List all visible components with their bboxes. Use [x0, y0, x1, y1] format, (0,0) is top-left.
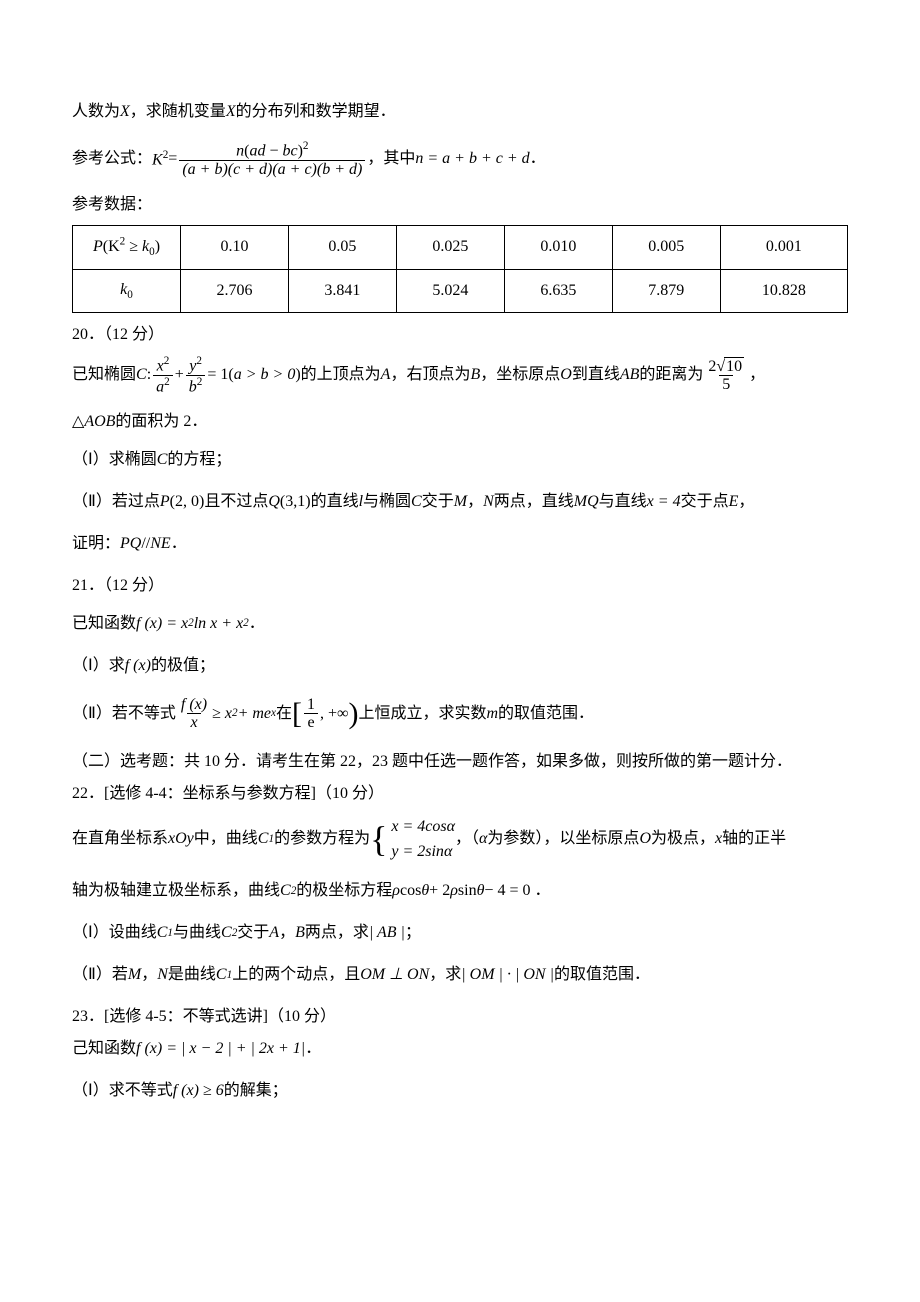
table-row: k0 2.706 3.841 5.024 6.635 7.879 10.828	[73, 269, 848, 312]
q21-part1: （Ⅰ）求 f (x) 的极值；	[72, 654, 848, 678]
header-cell: k0	[73, 269, 181, 312]
label: 参考公式：	[72, 147, 152, 171]
t: 人数为	[72, 100, 120, 124]
q21-header: 21．（12 分）	[72, 574, 848, 598]
q23-header: 23．[选修 4-5：不等式选讲]（10 分）	[72, 1005, 848, 1029]
cell: 0.001	[720, 225, 847, 269]
k2-fraction: n(ad − bc)2 (a + b)(c + d)(a + c)(b + d)	[179, 140, 365, 179]
q22-line1: 在直角坐标系 xOy 中，曲线 C1 的参数方程为 { x = 4cosα y …	[72, 814, 848, 865]
q22-line2: 轴为极轴建立极坐标系，曲线 C2 的极坐标方程 ρcosθ + 2ρsinθ −…	[72, 879, 848, 903]
q20-header: 20．（12 分）	[72, 323, 848, 347]
t: ，求随机变量	[130, 100, 226, 124]
bracket-right-icon: )	[348, 699, 358, 729]
header-cell: P(K2 ≥ k0)	[73, 225, 181, 269]
q21-part2: （Ⅱ）若不等式 f (x) x ≥ x2 + mex 在 [ 1 e , +∞ …	[72, 696, 848, 732]
eq: =	[168, 147, 177, 171]
frac-x2a2: x2 a2	[153, 355, 173, 396]
v: X	[120, 100, 130, 124]
table-row: P(K2 ≥ k0) 0.10 0.05 0.025 0.010 0.005 0…	[73, 225, 848, 269]
where: ，其中	[367, 147, 415, 171]
q22-header: 22．[选修 4-4：坐标系与参数方程]（10 分）	[72, 782, 848, 806]
cell: 7.879	[612, 269, 720, 312]
q22-part2: （Ⅱ）若 M ，N 是曲线 C1 上的两个动点，且 OM ⊥ ON ，求 | O…	[72, 963, 848, 987]
q22-part1: （Ⅰ）设曲线 C1 与曲线 C2 交于 A ，B 两点，求 | AB | ；	[72, 921, 848, 945]
t: 的分布列和数学期望．	[236, 100, 396, 124]
cell: 0.10	[181, 225, 289, 269]
cell: 2.706	[181, 269, 289, 312]
q20-line2: △AOB 的面积为 2．	[72, 410, 848, 434]
cell: 0.005	[612, 225, 720, 269]
q20-part3: 证明：PQ // NE ．	[72, 532, 848, 556]
formula-row: 参考公式： K2 = n(ad − bc)2 (a + b)(c + d)(a …	[72, 140, 848, 179]
where-eq: n = a + b + c + d	[415, 147, 529, 171]
cell: 3.841	[288, 269, 396, 312]
frac-fx-x: f (x) x	[178, 696, 210, 732]
q21-line1: 已知函数 f (x) = x2 ln x + x2 ．	[72, 612, 848, 636]
cell: 0.025	[396, 225, 504, 269]
v: X	[226, 100, 236, 124]
cell: 10.828	[720, 269, 847, 312]
q23-line1: 己知函数 f (x) = | x − 2 | + | 2x + 1| ．	[72, 1037, 848, 1061]
frac-dist: 210 5	[705, 357, 747, 394]
q20-line1: 已知椭圆 C : x2 a2 + y2 b2 = 1(a > b > 0) 的上…	[72, 355, 848, 396]
q20-part1: （Ⅰ）求椭圆 C 的方程；	[72, 448, 848, 472]
brace-icon: {	[370, 821, 387, 857]
q20-part2: （Ⅱ）若过点 P(2, 0) 且不过点 Q(3,1) 的直线 l 与椭圆 C 交…	[72, 490, 848, 514]
cell: 5.024	[396, 269, 504, 312]
intro-line-1: 人数为 X ，求随机变量 X 的分布列和数学期望．	[72, 100, 848, 124]
cases-block: { x = 4cosα y = 2sinα	[370, 814, 455, 865]
frac-1e: 1 e	[304, 696, 318, 732]
chi-square-table: P(K2 ≥ k0) 0.10 0.05 0.025 0.010 0.005 0…	[72, 225, 848, 313]
frac-y2b2: y2 b2	[186, 355, 206, 396]
cell: 0.05	[288, 225, 396, 269]
ref-data-label: 参考数据：	[72, 193, 848, 217]
bracket-left-icon: [	[292, 699, 302, 729]
ksq: K2	[152, 147, 168, 172]
section-2: （二）选考题：共 10 分．请考生在第 22，23 题中任选一题作答，如果多做，…	[72, 750, 848, 774]
q23-part1: （Ⅰ）求不等式 f (x) ≥ 6 的解集；	[72, 1079, 848, 1103]
cell: 0.010	[504, 225, 612, 269]
cell: 6.635	[504, 269, 612, 312]
t: ．	[530, 147, 546, 171]
